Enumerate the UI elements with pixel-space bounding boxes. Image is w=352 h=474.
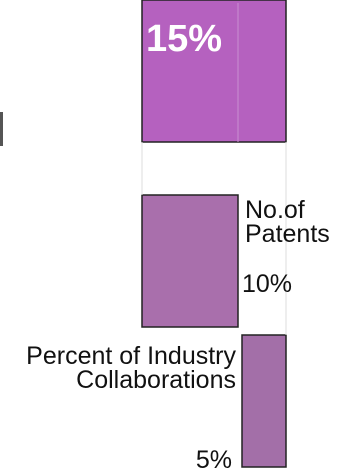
collaborations-value-label: 5% xyxy=(195,446,232,474)
top-bar-value-label: 15% xyxy=(146,18,223,60)
patents-value-label: 10% xyxy=(242,270,293,298)
bar-collaborations xyxy=(241,334,287,468)
collaborations-category-text: Percent of Industry Collaborations xyxy=(26,342,236,394)
bar-15-percent xyxy=(141,0,287,143)
cropped-glyph-fragment xyxy=(0,112,3,146)
collaborations-category-label: Percent of Industry Collaborations xyxy=(8,342,236,394)
patents-category-label: No.of Patents xyxy=(245,196,350,248)
bar-patents xyxy=(141,194,239,328)
patents-category-text: No.of Patents xyxy=(245,196,330,248)
